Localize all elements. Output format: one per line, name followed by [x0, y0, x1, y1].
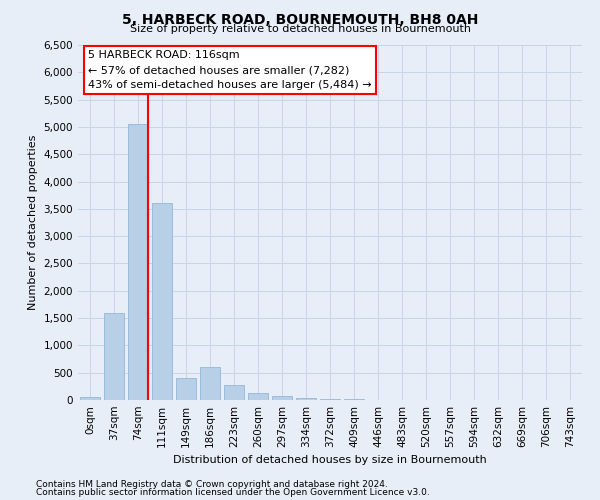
Bar	[272, 396, 292, 400]
Text: Contains HM Land Registry data © Crown copyright and database right 2024.: Contains HM Land Registry data © Crown c…	[36, 480, 388, 489]
Bar	[296, 398, 316, 400]
Bar	[152, 204, 172, 400]
Text: Size of property relative to detached houses in Bournemouth: Size of property relative to detached ho…	[130, 24, 470, 34]
Bar	[80, 397, 100, 400]
X-axis label: Distribution of detached houses by size in Bournemouth: Distribution of detached houses by size …	[173, 456, 487, 466]
Text: 5, HARBECK ROAD, BOURNEMOUTH, BH8 0AH: 5, HARBECK ROAD, BOURNEMOUTH, BH8 0AH	[122, 12, 478, 26]
Bar	[200, 367, 220, 400]
Bar	[176, 378, 196, 400]
Text: 5 HARBECK ROAD: 116sqm
← 57% of detached houses are smaller (7,282)
43% of semi-: 5 HARBECK ROAD: 116sqm ← 57% of detached…	[88, 50, 372, 90]
Bar	[128, 124, 148, 400]
Bar	[224, 384, 244, 400]
Y-axis label: Number of detached properties: Number of detached properties	[28, 135, 38, 310]
Bar	[320, 399, 340, 400]
Bar	[248, 394, 268, 400]
Text: Contains public sector information licensed under the Open Government Licence v3: Contains public sector information licen…	[36, 488, 430, 497]
Bar	[104, 312, 124, 400]
